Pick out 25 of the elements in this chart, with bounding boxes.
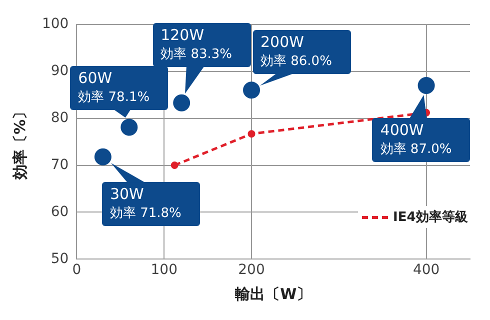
x-tick-label: 0 — [72, 262, 82, 278]
point — [170, 162, 178, 170]
point — [243, 82, 260, 99]
x-tick-label: 400 — [412, 262, 440, 278]
y-tick-label: 70 — [50, 156, 69, 173]
point — [120, 118, 138, 136]
legend-label: IE4効率等級 — [393, 208, 468, 226]
point — [173, 94, 190, 112]
y-tick-label: 50 — [50, 250, 69, 267]
annotation: 120W 効率 83.3% — [160, 26, 234, 64]
annotation: 200W 効率 86.0% — [260, 33, 333, 72]
point — [94, 148, 112, 166]
y-axis-title: 効率〔%〕 — [10, 104, 29, 180]
x-tick-label: 200 — [238, 262, 265, 278]
x-tick-label: 100 — [150, 262, 178, 278]
annotation: 30W 効率 71.8% — [110, 184, 182, 223]
point — [418, 76, 435, 94]
y-tick-label: 60 — [50, 204, 69, 220]
y-tick-label: 100 — [42, 16, 69, 32]
x-axis-title: 輸出〔W〕 — [234, 284, 312, 303]
y-tick-label: 80 — [50, 110, 69, 126]
y-tick-label: 90 — [50, 63, 69, 79]
annotation: 400W 効率 87.0% — [380, 121, 453, 160]
point — [248, 130, 256, 138]
annotation: 60W 効率 78.1% — [78, 69, 151, 108]
